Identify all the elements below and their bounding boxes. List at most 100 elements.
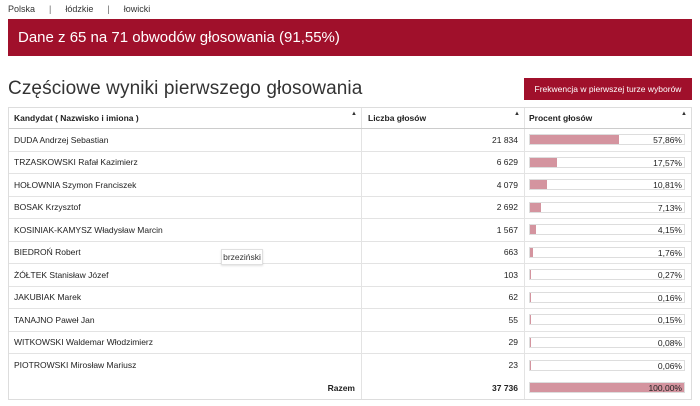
- percent-cell: 1,76%: [525, 242, 691, 264]
- percent-value: 1,76%: [657, 247, 682, 258]
- percent-cell: 0,16%: [525, 287, 691, 309]
- percent-bar-fill: [530, 225, 537, 235]
- breadcrumb-separator: |: [107, 4, 110, 14]
- vote-count: 55: [362, 309, 525, 331]
- percent-bar: 57,86%: [529, 134, 685, 146]
- percent-bar-fill: [530, 383, 684, 393]
- candidate-name: KOSINIAK-KAMYSZ Władysław Marcin: [9, 219, 362, 241]
- percent-bar: 1,76%: [529, 246, 685, 258]
- map-tooltip: brzeziński: [221, 249, 263, 265]
- column-header-label: Kandydat ( Nazwisko i imiona ): [14, 113, 139, 123]
- table-row: ŻÓŁTEK Stanisław Józef 103 0,27%: [9, 264, 691, 287]
- sort-icon: ▲: [514, 111, 520, 117]
- vote-count: 62: [362, 286, 525, 308]
- table-row: WITKOWSKI Waldemar Włodzimierz 29 0,08%: [9, 331, 691, 354]
- percent-value: 7,13%: [657, 202, 682, 213]
- percent-cell: 57,86%: [525, 129, 691, 151]
- table-row: BOSAK Krzysztof 2 692 7,13%: [9, 196, 691, 219]
- percent-bar: 0,06%: [529, 359, 685, 371]
- percent-value: 0,16%: [657, 292, 682, 303]
- percent-bar: 100,00%: [529, 382, 685, 394]
- percent-bar: 0,27%: [529, 269, 685, 281]
- candidate-name: ŻÓŁTEK Stanisław Józef: [9, 264, 362, 286]
- percent-cell: 17,57%: [525, 152, 691, 174]
- percent-bar: 0,15%: [529, 314, 685, 326]
- breadcrumb-separator: |: [49, 4, 52, 14]
- table-row: JAKUBIAK Marek 62 0,16%: [9, 286, 691, 309]
- table-row: KOSINIAK-KAMYSZ Władysław Marcin 1 567 4,1…: [9, 219, 691, 242]
- percent-value: 17,57%: [653, 157, 682, 168]
- breadcrumb-item-voivodeship[interactable]: łódzkie: [65, 4, 94, 14]
- percent-bar-fill: [530, 247, 533, 257]
- percent-bar-fill: [530, 157, 558, 167]
- vote-count: 4 079: [362, 174, 525, 196]
- breadcrumb-item-country[interactable]: Polska: [8, 4, 36, 14]
- percent-bar: 0,16%: [529, 291, 685, 303]
- percent-cell: 0,08%: [525, 332, 691, 354]
- table-row: BIEDROŃ Robert 663 1,76%: [9, 241, 691, 264]
- vote-count: 103: [362, 264, 525, 286]
- vote-count: 23: [362, 354, 525, 377]
- percent-value: 0,27%: [657, 270, 682, 281]
- vote-count: 6 629: [362, 151, 525, 173]
- percent-value: 0,08%: [657, 337, 682, 348]
- percent-cell: 7,13%: [525, 197, 691, 219]
- vote-count: 1 567: [362, 219, 525, 241]
- sort-icon: ▲: [681, 111, 687, 117]
- table-row: TRZASKOWSKI Rafał Kazimierz 6 629 17,57%: [9, 151, 691, 174]
- candidate-name: BIEDROŃ Robert: [9, 241, 362, 263]
- breadcrumb-item-county[interactable]: łowicki: [123, 4, 151, 14]
- percent-bar: 7,13%: [529, 201, 685, 213]
- table-row: HOŁOWNIA Szymon Franciszek 4 079 10,81%: [9, 174, 691, 197]
- section-title: Częściowe wyniki pierwszego głosowania: [8, 78, 363, 99]
- sort-icon: ▲: [351, 111, 357, 117]
- percent-cell: 0,27%: [525, 264, 691, 286]
- data-coverage-banner: Dane z 65 na 71 obwodów głosowania (91,5…: [8, 19, 692, 56]
- candidate-name: DUDA Andrzej Sebastian: [9, 129, 362, 151]
- total-percent-cell: 100,00%: [525, 377, 691, 400]
- percent-value: 0,06%: [657, 360, 682, 371]
- percent-bar: 17,57%: [529, 156, 685, 168]
- percent-bar: 10,81%: [529, 179, 685, 191]
- candidate-name: BOSAK Krzysztof: [9, 196, 362, 218]
- total-label: Razem: [9, 376, 362, 399]
- column-header-percent[interactable]: Procent głosów ▲: [525, 108, 691, 128]
- total-votes: 37 736: [362, 376, 525, 399]
- table-header-row: Kandydat ( Nazwisko i imiona ) ▲ Liczba …: [9, 108, 691, 129]
- table-row: DUDA Andrzej Sebastian 21 834 57,86%: [9, 129, 691, 152]
- candidate-name: JAKUBIAK Marek: [9, 286, 362, 308]
- vote-count: 29: [362, 331, 525, 353]
- percent-value: 0,15%: [657, 315, 682, 326]
- banner-text: Dane z 65 na 71 obwodów głosowania (91,5…: [18, 29, 340, 46]
- candidate-name: TRZASKOWSKI Rafał Kazimierz: [9, 151, 362, 173]
- candidate-name: HOŁOWNIA Szymon Franciszek: [9, 174, 362, 196]
- vote-count: 21 834: [362, 129, 525, 151]
- column-header-candidate[interactable]: Kandydat ( Nazwisko i imiona ) ▲: [9, 108, 362, 128]
- percent-value: 4,15%: [657, 225, 682, 236]
- table-row: PIOTROWSKI Mirosław Mariusz 23 0,06%: [9, 354, 691, 377]
- column-header-label: Procent głosów: [529, 113, 593, 123]
- percent-bar: 0,08%: [529, 336, 685, 348]
- breadcrumb: Polska | łódzkie | łowicki: [8, 2, 150, 16]
- percent-cell: 0,06%: [525, 354, 691, 377]
- table-total-row: Razem 37 736 100,00%: [9, 376, 691, 400]
- percent-cell: 10,81%: [525, 174, 691, 196]
- vote-count: 2 692: [362, 196, 525, 218]
- column-header-votes[interactable]: Liczba głosów ▲: [362, 108, 525, 128]
- results-table: Kandydat ( Nazwisko i imiona ) ▲ Liczba …: [8, 107, 692, 400]
- column-header-label: Liczba głosów: [368, 113, 427, 123]
- vote-count: 663: [362, 241, 525, 263]
- percent-value: 57,86%: [653, 135, 682, 146]
- percent-bar-fill: [530, 180, 547, 190]
- percent-bar-fill: [530, 202, 541, 212]
- percent-value: 100,00%: [648, 383, 682, 394]
- turnout-button[interactable]: Frekwencja w pierwszej turze wyborów: [524, 78, 692, 100]
- percent-bar-fill: [530, 135, 620, 145]
- table-row: TANAJNO Paweł Jan 55 0,15%: [9, 309, 691, 332]
- percent-value: 10,81%: [653, 180, 682, 191]
- table-body: DUDA Andrzej Sebastian 21 834 57,86% TRZASK…: [9, 129, 691, 377]
- percent-cell: 0,15%: [525, 309, 691, 331]
- candidate-name: WITKOWSKI Waldemar Włodzimierz: [9, 331, 362, 353]
- percent-cell: 4,15%: [525, 219, 691, 241]
- percent-bar: 4,15%: [529, 224, 685, 236]
